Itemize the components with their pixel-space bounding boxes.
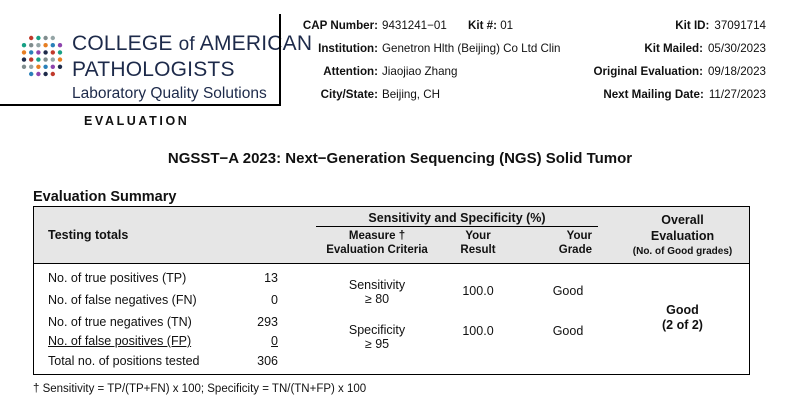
sensitivity-grade: Good — [552, 284, 584, 298]
specificity-grade: Good — [552, 324, 584, 338]
kit-mailed-row: Kit Mailed: 05/30/2023 — [644, 42, 766, 55]
testing-totals-header: Testing totals — [48, 228, 129, 242]
overall-evaluation-value: Good (2 of 2) — [662, 303, 703, 332]
city-state-row: City/State: Beijing, CH — [320, 88, 440, 101]
sensitivity-result: 100.0 — [462, 284, 494, 298]
org-tagline: Laboratory Quality Solutions — [72, 85, 267, 102]
kit-id-row: Kit ID: 37091714 — [675, 19, 766, 32]
table-row: No. of true negatives (TN) 293 — [48, 315, 278, 329]
table-header: Testing totals Sensitivity and Specifici… — [34, 207, 749, 264]
institution-row: Institution: Genetron Hlth (Beijing) Co L… — [318, 42, 561, 55]
evaluation-heading: EVALUATION — [84, 114, 190, 128]
sens-spec-underline — [316, 226, 598, 228]
your-grade-header: Your Grade — [558, 230, 592, 256]
header-info-left: CAP Number: 9431241−01 Institution: Genetr… — [288, 14, 561, 106]
your-result-header: Your Result — [460, 230, 496, 256]
kit-mailed-value: 05/30/2023 — [707, 42, 766, 55]
specificity-result: 100.0 — [462, 324, 494, 338]
kit-number-row: Kit #: 01 — [468, 19, 514, 32]
table-row: No. of false negatives (FN) 0 — [48, 293, 278, 307]
evaluation-summary-table: Testing totals Sensitivity and Specifici… — [33, 206, 750, 375]
org-name-line2: PATHOLOGISTS — [72, 58, 235, 81]
institution-value: Genetron Hlth (Beijing) Co Ltd Clin — [382, 42, 561, 55]
cap-number-value: 9431241−01 — [382, 19, 447, 32]
cap-number-row: CAP Number: 9431241−01 — [302, 19, 447, 32]
next-mailing-value: 11/27/2023 — [708, 88, 766, 101]
table-row: No. of true positives (TP) 13 — [48, 271, 278, 285]
original-evaluation-value: 09/18/2023 — [707, 65, 766, 78]
document-title: NGSST−A 2023: Next−Generation Sequencing… — [167, 150, 633, 167]
footnote: † Sensitivity = TP/(TP+FN) x 100; Specif… — [33, 383, 367, 395]
header-vertical-divider — [279, 14, 281, 106]
org-name-line1: COLLEGE of AMERICAN — [72, 32, 313, 55]
kit-number-value: 01 — [500, 19, 514, 32]
specificity-measure: Specificity ≥ 95 — [348, 323, 406, 351]
overall-evaluation-header: Overall Evaluation (No. of Good grades) — [632, 213, 733, 257]
table-row: No. of false positives (FP) 0 — [48, 334, 278, 348]
logo-dots-icon — [21, 35, 63, 77]
next-mailing-row: Next Mailing Date: 11/27/2023 — [603, 88, 766, 101]
total-row: Total no. of positions tested 306 — [48, 354, 278, 368]
measure-header: Measure † Evaluation Criteria — [326, 230, 428, 256]
original-evaluation-row: Original Evaluation: 09/18/2023 — [593, 65, 766, 78]
sensitivity-measure: Sensitivity ≥ 80 — [348, 278, 406, 306]
attention-value: Jiaojiao Zhang — [382, 65, 458, 78]
sens-spec-header: Sensitivity and Specificity (%) — [368, 211, 546, 225]
kit-id-value: 37091714 — [714, 19, 766, 32]
header-info-right: Kit ID: 37091714 Kit Mailed: 05/30/2023 Or… — [593, 14, 766, 106]
attention-row: Attention: Jiaojiao Zhang — [323, 65, 458, 78]
city-state-value: Beijing, CH — [382, 88, 440, 101]
header-horizontal-divider — [0, 104, 281, 106]
summary-title: Evaluation Summary — [33, 189, 177, 205]
cap-logo: COLLEGE of AMERICAN PATHOLOGISTS Laborat… — [10, 14, 312, 104]
